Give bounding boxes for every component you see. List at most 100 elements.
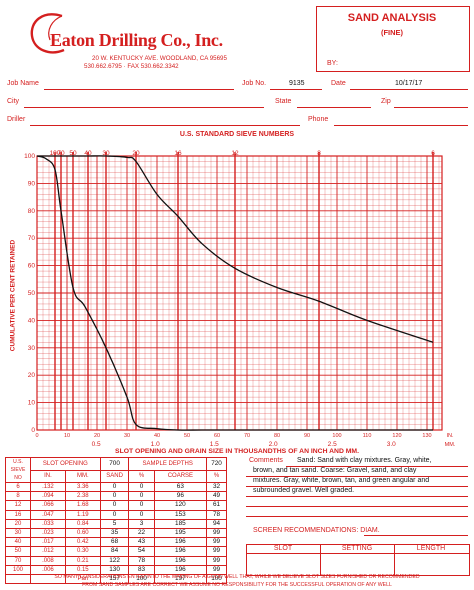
disclaimer-line-2: FROM SAND SAMPLES ARE CORRECT WE ASSUME … — [82, 582, 392, 588]
table-cell[interactable]: 0 — [128, 491, 155, 502]
table-cell: 0.15 — [64, 564, 101, 575]
table-cell: 3.36 — [64, 481, 101, 493]
table-cell[interactable]: 0 — [128, 481, 155, 493]
table-cell[interactable]: 32 — [206, 481, 227, 493]
zip-line[interactable] — [394, 107, 468, 108]
table-cell[interactable]: 0 — [128, 509, 155, 520]
table-cell: .023 — [30, 527, 66, 539]
table-cell[interactable]: 35 — [99, 527, 130, 539]
table-cell[interactable]: 99 — [206, 527, 227, 539]
job-no-value[interactable]: 9135 — [289, 80, 305, 87]
header-slot-opening: SLOT OPENING — [30, 457, 101, 471]
header-sample-depths: SAMPLE DEPTHS — [128, 457, 208, 471]
table-cell[interactable]: 99 — [206, 564, 227, 575]
y-tick-label: 10 — [28, 400, 36, 407]
y-tick-label: 20 — [28, 372, 36, 379]
job-name-line[interactable] — [44, 89, 234, 90]
chart-title: U.S. STANDARD SIEVE NUMBERS — [179, 131, 295, 138]
table-cell[interactable]: 0 — [99, 509, 130, 520]
table-cell[interactable]: 196 — [153, 537, 208, 548]
table-cell[interactable]: 196 — [153, 555, 208, 566]
table-cell[interactable]: 83 — [128, 564, 155, 575]
table-cell[interactable]: 3 — [128, 518, 155, 529]
table-cell[interactable]: 78 — [206, 509, 227, 520]
table-cell[interactable]: 0 — [99, 491, 130, 502]
date-value[interactable]: 10/17/17 — [395, 80, 423, 87]
screen-col-divider — [394, 544, 395, 575]
table-cell[interactable]: 130 — [99, 564, 130, 575]
table-cell: 0.60 — [64, 527, 101, 539]
phone-line[interactable] — [334, 125, 468, 126]
company-logo-swirl — [30, 13, 65, 54]
table-row: 40.017 0.42 68 43 196 99 — [5, 537, 227, 548]
table-cell[interactable]: 68 — [99, 537, 130, 548]
screen-slot-header: SLOT — [273, 545, 293, 552]
table-cell[interactable]: 195 — [153, 527, 208, 539]
comments-label: Comments — [249, 457, 283, 464]
table-cell[interactable]: 196 — [153, 546, 208, 557]
sieve-no-cell: 70 — [5, 555, 31, 566]
date-line — [350, 89, 468, 90]
table-cell[interactable]: 120 — [153, 500, 208, 511]
y-tick-label: 70 — [28, 235, 36, 242]
state-line[interactable] — [297, 107, 371, 108]
table-cell[interactable]: 196 — [153, 564, 208, 575]
disclaimer-line-1: SO MANY CONSIDERATIONS ENTER INTO THE MA… — [54, 574, 420, 580]
table-cell: 2.38 — [64, 491, 101, 502]
table-cell[interactable]: 197 — [153, 573, 208, 585]
comments-line-2[interactable]: brown, and tan sand. Coarse: Gravel, san… — [253, 467, 417, 474]
table-cell[interactable]: 78 — [128, 555, 155, 566]
sieve-no-cell: 50 — [5, 546, 31, 557]
header-depth-value[interactable]: 720 — [206, 457, 227, 471]
table-cell[interactable]: 54 — [128, 546, 155, 557]
comments-line-3[interactable]: mixtures. Gray, white, brown, tan, and g… — [253, 477, 430, 484]
table-cell[interactable]: 43 — [128, 537, 155, 548]
table-cell[interactable]: 0 — [99, 500, 130, 511]
screen-header-divider — [246, 553, 469, 554]
sieve-tick-label: 50 — [69, 150, 77, 157]
table-cell[interactable]: 153 — [153, 509, 208, 520]
table-cell[interactable]: 0 — [128, 500, 155, 511]
driller-line[interactable] — [30, 125, 300, 126]
date-label: Date — [331, 80, 346, 87]
table-cell[interactable]: 185 — [153, 518, 208, 529]
header-mm: MM. — [64, 469, 101, 483]
sieve-tick-label: 70 — [57, 150, 65, 157]
table-cell[interactable]: 84 — [99, 546, 130, 557]
company-name: Eaton Drilling Co., Inc. — [50, 30, 223, 50]
mm-tick-label: 0.5 — [92, 441, 101, 448]
table-cell[interactable]: 63 — [153, 481, 208, 493]
city-line[interactable] — [24, 107, 264, 108]
sieve-tick-label: 6 — [431, 150, 435, 157]
table-cell[interactable]: 22 — [128, 527, 155, 539]
comments-rule — [246, 516, 468, 517]
comments-line-4[interactable]: subrounded gravel. Well graded. — [253, 487, 355, 494]
table-cell[interactable]: 61 — [206, 500, 227, 511]
table-cell[interactable]: 0 — [99, 481, 130, 493]
comments-line-1[interactable]: Sand: Sand with clay mixtures. Gray, whi… — [297, 457, 432, 464]
table-cell[interactable]: 99 — [206, 537, 227, 548]
table-row: Pan 157 100 197 100 — [5, 573, 227, 585]
table-row: 16.047 1.19 0 0 153 78 — [5, 509, 227, 520]
sieve-tick-label: 100 — [50, 150, 61, 157]
x-tick-label: 120 — [392, 433, 401, 439]
x-tick-label: 80 — [274, 433, 280, 439]
table-cell[interactable]: 5 — [99, 518, 130, 529]
comments-rule — [246, 506, 468, 507]
table-row: 12.066 1.68 0 0 120 61 — [5, 500, 227, 511]
table-cell[interactable]: 94 — [206, 518, 227, 529]
table-cell: .033 — [30, 518, 66, 529]
title-box — [316, 6, 470, 72]
mm-tick-label: 1.5 — [210, 441, 219, 448]
x-tick-label: 130 — [422, 433, 431, 439]
table-cell[interactable]: 100 — [128, 573, 155, 585]
table-cell[interactable]: 99 — [206, 546, 227, 557]
table-cell[interactable]: 49 — [206, 491, 227, 502]
table-cell[interactable]: 100 — [206, 573, 227, 585]
table-cell[interactable]: 96 — [153, 491, 208, 502]
table-cell[interactable]: 99 — [206, 555, 227, 566]
table-cell[interactable]: 122 — [99, 555, 130, 566]
header-slot-value[interactable]: 700 — [99, 457, 130, 471]
screen-setting-header: SETTING — [341, 545, 373, 552]
